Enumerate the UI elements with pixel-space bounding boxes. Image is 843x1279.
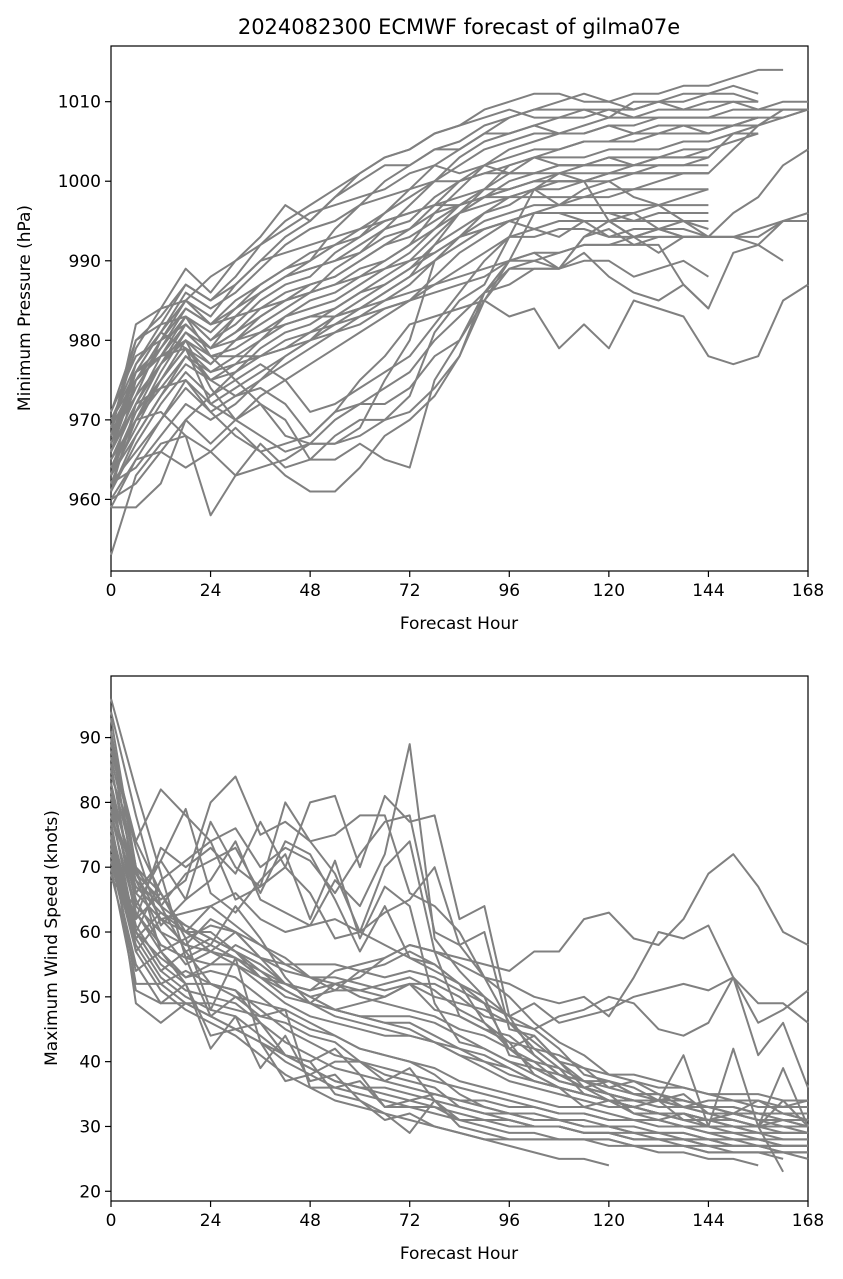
pressure-series-line xyxy=(110,148,809,476)
wind-x-tick-label: 96 xyxy=(498,1211,520,1231)
wind-chart: 0 24 48 72 96 120 144 168 20 30 40 50 60 70 80 90 Fore… xyxy=(42,675,824,1264)
pressure-x-tick-label: 96 xyxy=(498,581,520,601)
pressure-x-tick-label: 24 xyxy=(200,581,222,601)
wind-y-tick-label: 80 xyxy=(79,793,101,813)
pressure-series-line xyxy=(110,124,759,469)
pressure-x-tick-label: 144 xyxy=(692,581,724,601)
pressure-series-line xyxy=(110,220,709,493)
pressure-lines xyxy=(110,68,809,556)
wind-x-tick-label: 24 xyxy=(200,1211,222,1231)
wind-series-line xyxy=(110,795,808,1134)
wind-y-tick-label: 90 xyxy=(79,729,101,749)
wind-series-line xyxy=(110,730,809,1024)
wind-y-ticks: 20 30 40 50 60 70 80 90 xyxy=(79,729,111,1202)
pressure-series-line xyxy=(110,228,710,517)
pressure-series-line xyxy=(110,212,709,444)
pressure-y-tick-label: 990 xyxy=(69,252,101,272)
wind-x-tick-label: 120 xyxy=(593,1211,625,1231)
wind-y-tick-label: 50 xyxy=(79,988,101,1008)
wind-series-line xyxy=(110,847,759,1167)
pressure-plot-frame xyxy=(110,45,809,572)
wind-x-tick-label: 0 xyxy=(106,1211,117,1231)
pressure-series-line xyxy=(111,180,709,509)
wind-x-ticks: 0 24 48 72 96 120 144 168 xyxy=(106,1201,824,1231)
wind-x-tick-label: 168 xyxy=(792,1211,824,1231)
pressure-x-ticks: 0 24 48 72 96 120 144 168 xyxy=(106,571,824,601)
pressure-y-tick-label: 970 xyxy=(69,411,101,431)
wind-plot-frame xyxy=(110,675,809,1202)
wind-x-tick-label: 144 xyxy=(692,1211,724,1231)
wind-x-tick-label: 72 xyxy=(399,1211,421,1231)
pressure-series-line xyxy=(110,212,809,445)
wind-y-tick-label: 70 xyxy=(79,858,101,878)
pressure-x-tick-label: 72 xyxy=(399,581,421,601)
wind-series-line xyxy=(110,711,809,1024)
wind-x-axis-label: Forecast Hour xyxy=(400,1244,518,1264)
wind-series-line xyxy=(110,782,809,1128)
wind-lines xyxy=(110,698,809,1173)
wind-y-tick-label: 20 xyxy=(79,1182,101,1202)
wind-x-tick-label: 48 xyxy=(299,1211,321,1231)
pressure-series-line xyxy=(110,251,709,476)
wind-series-line xyxy=(110,756,809,1128)
pressure-series-line xyxy=(110,283,809,508)
pressure-y-tick-label: 980 xyxy=(69,331,101,351)
wind-series-line xyxy=(110,873,808,1154)
wind-series-line xyxy=(110,808,808,1108)
wind-series-line xyxy=(110,808,784,1173)
wind-y-tick-label: 60 xyxy=(79,923,101,943)
pressure-series-line xyxy=(110,100,759,421)
pressure-x-axis-label: Forecast Hour xyxy=(400,614,518,634)
wind-y-tick-label: 40 xyxy=(79,1053,101,1073)
pressure-series-line xyxy=(110,148,709,437)
wind-y-axis-label: Maximum Wind Speed (knots) xyxy=(42,810,62,1066)
pressure-series-line xyxy=(110,172,709,453)
wind-series-line xyxy=(110,853,808,1134)
wind-series-line xyxy=(110,828,808,1147)
pressure-y-ticks: 960 970 980 990 1000 1010 xyxy=(58,93,111,510)
wind-series-line xyxy=(110,821,808,1121)
pressure-x-tick-label: 0 xyxy=(106,581,117,601)
pressure-series-line xyxy=(110,180,584,413)
pressure-series-line xyxy=(110,220,709,453)
pressure-series-line xyxy=(110,132,759,492)
pressure-y-tick-label: 1000 xyxy=(58,172,101,192)
pressure-series-line xyxy=(110,220,808,556)
pressure-y-axis-label: Minimum Pressure (hPa) xyxy=(15,205,35,411)
wind-series-line xyxy=(110,841,808,1147)
pressure-series-line xyxy=(110,212,709,437)
chart-title: 2024082300 ECMWF forecast of gilma07e xyxy=(238,15,680,39)
pressure-y-tick-label: 960 xyxy=(69,490,101,510)
pressure-chart: 0 24 48 72 96 120 144 168 96097098099010001010 … xyxy=(15,45,824,634)
pressure-x-tick-label: 120 xyxy=(593,581,625,601)
pressure-series-line xyxy=(110,116,759,477)
pressure-series-line xyxy=(110,116,759,429)
pressure-series-line xyxy=(110,132,759,445)
wind-series-line xyxy=(110,853,610,1167)
wind-series-line xyxy=(110,789,808,1121)
pressure-x-tick-label: 168 xyxy=(792,581,824,601)
pressure-x-tick-label: 48 xyxy=(299,581,321,601)
pressure-y-tick-label: 1010 xyxy=(58,93,101,113)
pressure-series-line xyxy=(110,164,634,421)
wind-series-line xyxy=(110,815,809,1128)
wind-series-line xyxy=(110,815,808,1141)
wind-y-tick-label: 30 xyxy=(79,1117,101,1137)
wind-series-line xyxy=(110,743,809,1088)
wind-series-line xyxy=(110,769,809,1108)
